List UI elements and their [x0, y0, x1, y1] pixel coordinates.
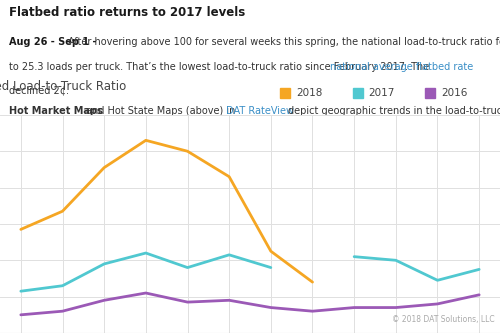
Text: DAT RateView: DAT RateView — [226, 106, 294, 116]
Text: to 25.3 loads per truck. That’s the lowest load-to-truck ratio since February 20: to 25.3 loads per truck. That’s the lowe… — [9, 62, 432, 72]
Text: depict geographic trends in the load-to-truck ratio.: depict geographic trends in the load-to-… — [288, 106, 500, 116]
Text: declined 2¢.: declined 2¢. — [9, 85, 69, 95]
Text: 2016: 2016 — [441, 88, 468, 98]
Text: national average flatbed rate: national average flatbed rate — [330, 62, 473, 72]
Text: Aug 26 - Sep 1 -: Aug 26 - Sep 1 - — [9, 37, 97, 47]
Text: 2017: 2017 — [368, 88, 395, 98]
Text: Hot Market Maps: Hot Market Maps — [9, 106, 103, 116]
Text: Flatbed ratio returns to 2017 levels: Flatbed ratio returns to 2017 levels — [9, 6, 245, 19]
Text: and Hot State Maps (above) in: and Hot State Maps (above) in — [86, 106, 239, 116]
Text: After hovering above 100 for several weeks this spring, the national load-to-tru: After hovering above 100 for several wee… — [68, 37, 500, 47]
Text: © 2018 DAT Solutions, LLC: © 2018 DAT Solutions, LLC — [392, 315, 495, 324]
Text: Flatbed Load-to-Truck Ratio: Flatbed Load-to-Truck Ratio — [0, 80, 126, 93]
Text: 2018: 2018 — [296, 88, 322, 98]
